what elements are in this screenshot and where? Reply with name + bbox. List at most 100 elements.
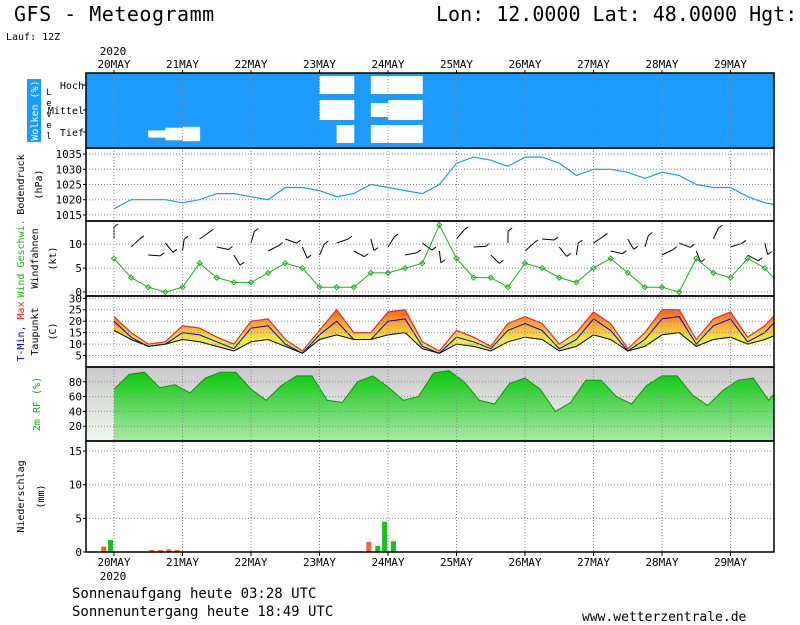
y-tick-label: 10 bbox=[69, 238, 82, 251]
wind-point bbox=[797, 275, 800, 280]
source-link[interactable]: www.wetterzentrale.de bbox=[582, 610, 747, 625]
wind-point bbox=[333, 284, 340, 291]
panel-border bbox=[85, 440, 775, 553]
wind-barb-flag bbox=[394, 233, 399, 238]
wind-barb bbox=[764, 242, 769, 255]
sunrise-text: Sonnenaufgang heute 03:28 UTC bbox=[72, 586, 317, 602]
y-tick-label: 20 bbox=[69, 315, 82, 328]
date-label-bottom: 20MAY bbox=[97, 556, 130, 569]
precip-ylabel: Niederschlag bbox=[16, 460, 27, 532]
level-letter: l bbox=[46, 132, 51, 142]
plot-area bbox=[86, 73, 800, 552]
y-tick-label: 5 bbox=[75, 512, 82, 525]
wind-point bbox=[675, 288, 683, 296]
wind-barb-flag bbox=[209, 228, 214, 233]
wind-point bbox=[179, 284, 186, 291]
wind-barb-flag bbox=[139, 235, 145, 240]
wind-barb-flag bbox=[278, 242, 284, 246]
wind-point bbox=[624, 269, 631, 277]
wind-point bbox=[744, 255, 751, 262]
precip-bar bbox=[375, 545, 381, 552]
precip-bar bbox=[382, 521, 388, 552]
date-label-top: 26MAY bbox=[508, 58, 541, 71]
humidity-ylabel: 2m RF (%) bbox=[32, 377, 43, 431]
wind-point bbox=[521, 260, 529, 267]
date-label-top: 27MAY bbox=[577, 58, 610, 71]
wind-barb-flag bbox=[507, 227, 513, 232]
wind-barb bbox=[456, 229, 465, 240]
temp-ylabel: T-Min, Max bbox=[16, 301, 27, 361]
wind-point bbox=[145, 284, 152, 291]
wind-point bbox=[470, 274, 477, 281]
date-label-top: 21MAY bbox=[166, 58, 199, 71]
y-tick-label: 10 bbox=[69, 479, 82, 492]
wind-point bbox=[556, 274, 563, 281]
date-label-top: 22MAY bbox=[234, 58, 267, 71]
wind-barb-flag bbox=[306, 254, 312, 259]
cloud-gap bbox=[388, 76, 406, 94]
date-label-top: 28MAY bbox=[645, 58, 678, 71]
precip-bar bbox=[784, 549, 789, 552]
wind-unit: (kt) bbox=[48, 246, 59, 270]
wind-barb-flag bbox=[183, 235, 189, 240]
precip-bar bbox=[158, 549, 164, 552]
wind-barb-flag bbox=[499, 259, 504, 264]
wind-barb bbox=[148, 254, 161, 257]
wind-barb-flag bbox=[622, 250, 627, 255]
y-tick-label: 5 bbox=[75, 350, 82, 363]
wind-barb bbox=[370, 238, 375, 251]
pressure-ylabel: Bodendruck bbox=[16, 154, 27, 214]
cloud-gap bbox=[405, 125, 423, 143]
wind-barb-flag bbox=[757, 257, 763, 262]
y-tick-label: 1030 bbox=[56, 163, 83, 176]
wind-barb-flag bbox=[741, 239, 747, 244]
date-label-bottom: 29MAY bbox=[714, 556, 747, 569]
wind-barb-flag bbox=[788, 238, 792, 241]
level-letter: e bbox=[46, 121, 51, 131]
level-letter: L bbox=[46, 88, 51, 98]
wind-point bbox=[538, 264, 546, 272]
cloud-level-label: Hoch bbox=[60, 81, 84, 92]
date-label-bottom: 23MAY bbox=[303, 556, 336, 569]
date-label-top: 29MAY bbox=[714, 58, 747, 71]
clouds-label-box bbox=[27, 79, 41, 142]
precip-bar bbox=[390, 541, 396, 552]
y-tick-label: 0 bbox=[75, 546, 82, 559]
y-tick-label: 10 bbox=[69, 338, 82, 351]
wind-barb bbox=[421, 242, 433, 251]
y-tick-label: 15 bbox=[69, 445, 82, 458]
cloud-gap bbox=[165, 127, 183, 141]
wind-barb-flag bbox=[577, 239, 583, 244]
wind-point bbox=[196, 260, 203, 267]
date-label-bottom: 22MAY bbox=[234, 556, 267, 569]
wind-barb bbox=[164, 242, 174, 253]
cloud-gap bbox=[319, 100, 338, 120]
year-label-bottom: 2020 bbox=[100, 570, 127, 583]
y-tick-label: 1020 bbox=[56, 194, 83, 207]
location-coordinates: Lon: 12.0000 Lat: 48.0000 Hgt: 5 bbox=[436, 2, 800, 26]
y-tick-label: 20 bbox=[69, 420, 82, 433]
wind-barb bbox=[216, 246, 229, 250]
precip-unit: (mm) bbox=[36, 484, 47, 508]
wind-barb-flag bbox=[672, 246, 678, 251]
wind-barb-flag bbox=[254, 228, 259, 232]
wind-point bbox=[350, 284, 357, 291]
cloud-gap bbox=[182, 126, 201, 142]
wind-point bbox=[110, 255, 118, 262]
wind-barb bbox=[593, 235, 604, 244]
wind-point bbox=[487, 274, 494, 281]
clouds-background bbox=[86, 73, 774, 148]
wind-point bbox=[264, 269, 272, 277]
wind-barb bbox=[387, 236, 395, 248]
wind-barb-flag bbox=[767, 251, 772, 256]
cloud-gap bbox=[782, 100, 800, 120]
wind-barb bbox=[336, 238, 349, 244]
wind-barb-flag bbox=[347, 235, 353, 240]
wind-barb-flag bbox=[431, 246, 437, 251]
wind-barb-flag bbox=[690, 243, 695, 248]
wind-barb-flag bbox=[440, 259, 446, 264]
wind-barb bbox=[285, 238, 297, 244]
wind-barb bbox=[627, 238, 635, 250]
cloud-gap bbox=[336, 100, 355, 120]
precip-background bbox=[86, 441, 774, 552]
